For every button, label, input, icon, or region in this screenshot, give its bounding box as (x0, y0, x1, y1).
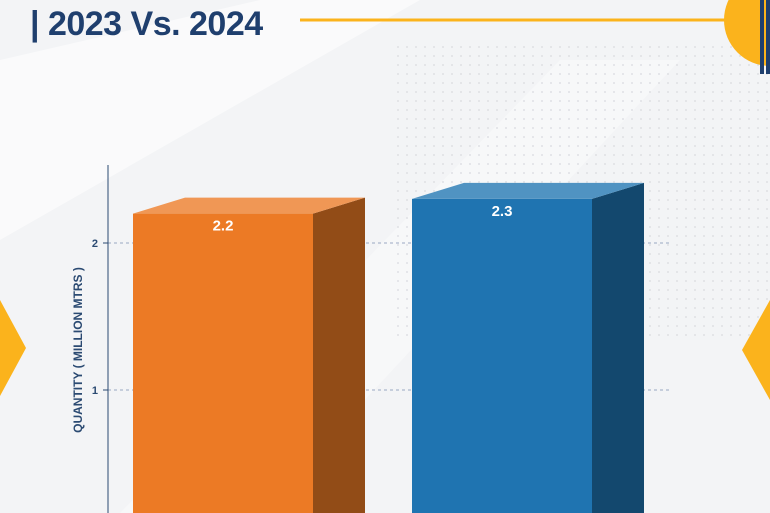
bar-2024: 2.3 (412, 182, 644, 513)
right-triangle-decoration (742, 300, 770, 400)
bar-front (133, 213, 313, 513)
page-title: | 2023 Vs. 2024 (30, 5, 263, 43)
bar-2023: 2.2 (133, 197, 365, 513)
data-label: 2.2 (213, 218, 234, 235)
y-axis-label: QUANTITY ( MILLION MTRS ) (71, 267, 85, 433)
bar-front (412, 198, 592, 513)
corner-circle-decoration (724, 0, 770, 74)
left-triangle-decoration (0, 300, 26, 396)
bar-top (133, 197, 365, 214)
bar-top (412, 182, 644, 199)
y-tick-label: 2 (92, 238, 98, 250)
bar-side (592, 182, 644, 513)
bar-side (313, 197, 365, 513)
title-underline (300, 18, 728, 22)
y-tick-label: 1 (92, 385, 98, 397)
data-label: 2.3 (492, 203, 513, 220)
